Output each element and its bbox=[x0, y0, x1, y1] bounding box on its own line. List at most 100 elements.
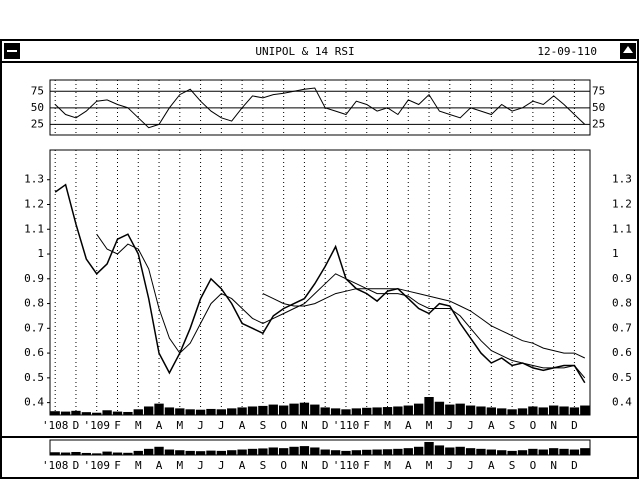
overview-volume-bar bbox=[455, 446, 465, 455]
x-tick-label: D bbox=[73, 459, 80, 472]
volume-bar bbox=[445, 404, 455, 415]
x-tick-label: A bbox=[239, 459, 246, 472]
volume-bar bbox=[310, 404, 320, 415]
x-tick-label: '108 bbox=[42, 459, 69, 472]
volume-bar bbox=[403, 405, 413, 415]
volume-bar bbox=[71, 410, 81, 415]
volume-bar bbox=[185, 409, 195, 415]
volume-bar bbox=[123, 411, 133, 415]
overview-volume-bar bbox=[486, 449, 497, 455]
y-tick-label: 1.1 bbox=[612, 222, 632, 235]
overview-volume-bar bbox=[185, 450, 195, 455]
volume-bar bbox=[112, 411, 123, 415]
overview-volume-bar bbox=[175, 450, 185, 455]
rsi-tick-label: 50 bbox=[592, 101, 605, 114]
volume-bar bbox=[538, 407, 548, 415]
volume-bar bbox=[133, 409, 143, 415]
x-tick-label: A bbox=[156, 459, 163, 472]
x-tick-label: '108 bbox=[42, 419, 69, 432]
x-tick-label: F bbox=[114, 419, 121, 432]
y-tick-label: 0.4 bbox=[612, 396, 632, 409]
volume-bar bbox=[580, 405, 590, 415]
overview-volume-bar bbox=[372, 449, 382, 455]
maximize-icon bbox=[623, 46, 633, 53]
overview-volume-bar bbox=[559, 448, 569, 455]
y-tick-label: 0.4 bbox=[24, 396, 44, 409]
y-tick-label: 0.9 bbox=[24, 272, 44, 285]
rsi-tick-label: 25 bbox=[592, 117, 605, 130]
volume-bar bbox=[237, 407, 247, 415]
y-tick-label: 1 bbox=[612, 247, 619, 260]
overview-volume-bar bbox=[227, 450, 237, 455]
x-tick-label: M bbox=[426, 459, 433, 472]
overview-volume-bar bbox=[133, 450, 143, 455]
y-tick-label: 0.8 bbox=[24, 297, 44, 310]
volume-bar bbox=[413, 403, 424, 415]
overview-volume-bar bbox=[351, 450, 362, 455]
overview-volume-bar bbox=[164, 449, 175, 455]
x-tick-label: O bbox=[530, 419, 537, 432]
x-tick-label: F bbox=[363, 419, 370, 432]
volume-bar bbox=[320, 407, 330, 415]
x-tick-label: A bbox=[405, 459, 412, 472]
overview-volume-bar bbox=[580, 448, 590, 455]
overview-volume-bar bbox=[143, 448, 154, 455]
volume-bar bbox=[154, 403, 164, 415]
volume-bar bbox=[60, 411, 71, 415]
overview-volume-bar bbox=[445, 447, 455, 455]
overview-volume-bar bbox=[362, 449, 372, 455]
price-line bbox=[96, 233, 586, 379]
y-tick-label: 1.2 bbox=[24, 197, 44, 210]
x-tick-label: J bbox=[467, 419, 474, 432]
overview-volume-bar bbox=[382, 449, 393, 455]
volume-bar bbox=[278, 405, 289, 415]
x-tick-label: A bbox=[239, 419, 246, 432]
y-tick-label: 0.5 bbox=[24, 371, 44, 384]
y-tick-label: 0.8 bbox=[612, 297, 632, 310]
overview-volume-bar bbox=[517, 450, 528, 455]
x-tick-label: A bbox=[488, 459, 495, 472]
volume-bar bbox=[424, 397, 434, 415]
volume-bar bbox=[299, 402, 310, 415]
y-tick-label: 0.6 bbox=[612, 346, 632, 359]
x-tick-label: N bbox=[301, 419, 308, 432]
volume-bar bbox=[102, 410, 112, 415]
price-line bbox=[262, 288, 586, 359]
overview-volume-bar bbox=[299, 446, 310, 455]
overview-volume-bar bbox=[206, 450, 216, 455]
volume-bar bbox=[476, 406, 486, 415]
overview-volume-bar bbox=[258, 448, 268, 455]
overview-volume-bar bbox=[424, 442, 434, 455]
x-tick-label: '110 bbox=[333, 419, 360, 432]
volume-bar bbox=[351, 408, 362, 415]
overview-volume-bar bbox=[195, 451, 206, 455]
overview-volume-bar bbox=[50, 452, 60, 455]
x-tick-label: J bbox=[197, 459, 204, 472]
overview-panel bbox=[49, 439, 591, 456]
overview-volume-bar bbox=[528, 448, 538, 455]
overview-volume-bar bbox=[81, 452, 92, 455]
x-tick-label: S bbox=[509, 419, 516, 432]
x-tick-label: A bbox=[405, 419, 412, 432]
x-tick-label: M bbox=[135, 419, 142, 432]
volume-bar bbox=[258, 405, 268, 415]
rsi-tick-label: 50 bbox=[31, 101, 44, 114]
volume-bar bbox=[268, 404, 278, 415]
x-tick-label: '109 bbox=[83, 419, 110, 432]
y-tick-label: 1.1 bbox=[24, 222, 44, 235]
x-tick-label: M bbox=[135, 459, 142, 472]
overview-volume-bar bbox=[434, 445, 445, 455]
volume-bar bbox=[143, 406, 154, 415]
x-tick-label: N bbox=[550, 459, 557, 472]
x-tick-label: J bbox=[218, 459, 225, 472]
x-tick-label: N bbox=[550, 419, 557, 432]
x-tick-label: D bbox=[73, 419, 80, 432]
x-tick-label: J bbox=[446, 459, 453, 472]
x-tick-label: J bbox=[446, 419, 453, 432]
overview-volume-bar bbox=[476, 448, 486, 455]
x-tick-label: O bbox=[530, 459, 537, 472]
volume-bar bbox=[434, 401, 445, 415]
x-tick-label: N bbox=[301, 459, 308, 472]
overview-volume-bar bbox=[102, 451, 112, 455]
x-tick-label: '109 bbox=[83, 459, 110, 472]
